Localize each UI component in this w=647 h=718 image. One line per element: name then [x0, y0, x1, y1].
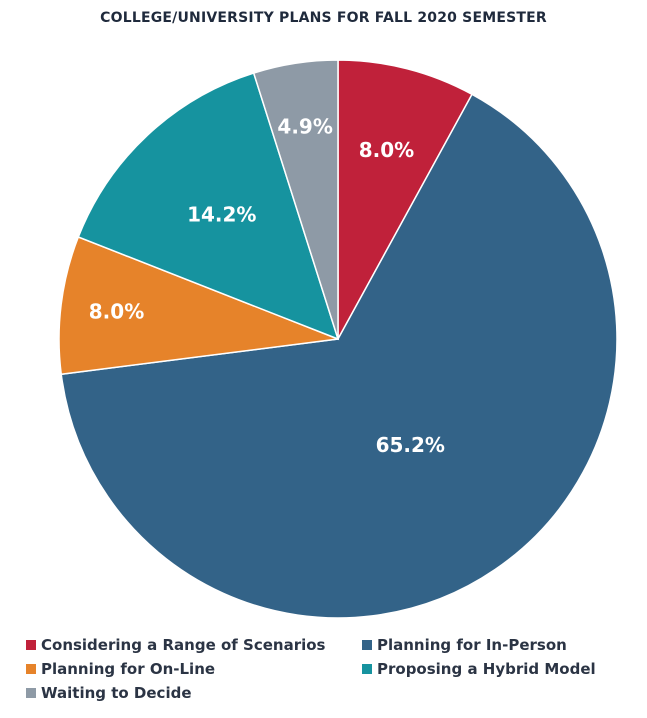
slice-label-1: 8.0%	[359, 138, 414, 162]
pie-slice-1	[337, 59, 474, 340]
slice-label-3: 8.0%	[89, 299, 144, 323]
pie-slice-labels: 8.0% 65.2% 8.0% 14.2% 4.9%	[89, 115, 445, 457]
pie-slice-3	[58, 236, 339, 376]
slice-label-4: 14.2%	[187, 203, 256, 227]
slice-label-2: 65.2%	[376, 433, 445, 457]
chart-title: COLLEGE/UNIVERSITY PLANS FOR FALL 2020 S…	[100, 10, 547, 26]
pie-slice-2	[60, 93, 618, 619]
slice-label-5: 4.9%	[277, 115, 332, 139]
pie-slice-4	[77, 72, 340, 341]
pie-slice-5	[252, 59, 339, 340]
pie-slices	[58, 59, 618, 619]
